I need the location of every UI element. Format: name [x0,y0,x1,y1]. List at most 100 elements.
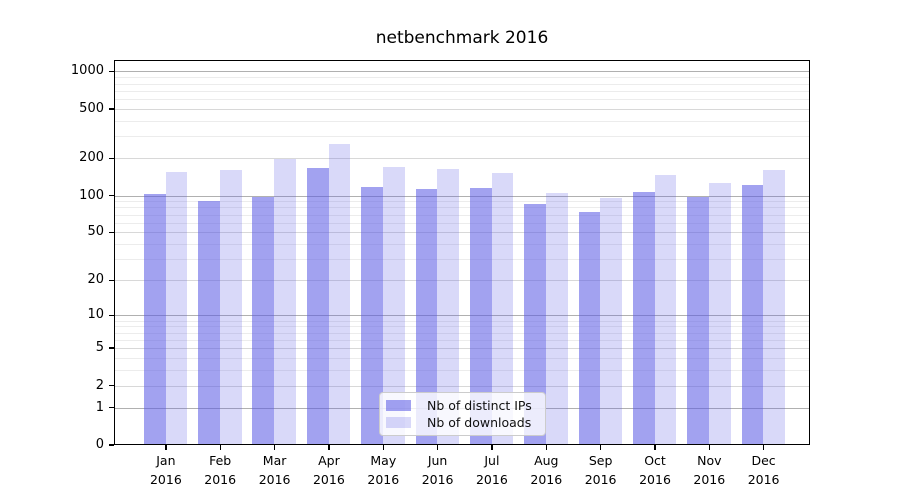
bar-ips-sep [578,211,601,445]
bar-downloads-jul [491,173,514,445]
y-gridline-minor [114,339,810,341]
y-gridline [114,108,810,110]
y-tick-label: 1000 [70,63,104,79]
y-gridline [114,348,810,350]
x-tick-label: Mar 2016 [258,453,291,487]
y-tick [108,347,114,349]
bar-ips-apr [306,168,329,445]
x-tick [165,445,167,450]
legend-label: Nb of distinct IPs [427,397,532,413]
legend-item: Nb of distinct IPs [386,398,537,413]
x-tick-label: Apr 2016 [312,453,345,487]
x-tick-label: May 2016 [367,453,400,487]
y-tick [108,406,114,409]
bar-ips-dec [741,184,764,445]
x-tick [328,445,330,450]
legend-item: Nb of downloads [386,415,537,430]
y-gridline-minor [114,326,810,328]
y-gridline [114,232,810,234]
y-gridline-minor [114,83,810,85]
y-tick [108,279,114,282]
chart-title: netbenchmark 2016 [375,28,549,48]
y-gridline-minor [114,136,810,138]
bar-downloads-aug [545,193,568,445]
y-tick [108,231,114,234]
bar-downloads-mar [274,158,297,445]
y-gridline [114,385,810,387]
bar-downloads-sep [600,198,623,445]
x-tick [273,445,276,450]
bar-ips-jan [143,193,166,445]
y-tick [108,314,114,316]
y-gridline [114,158,810,160]
y-gridline-minor [114,332,810,334]
bar-downloads-jun [437,168,460,445]
x-tick-label: Jun 2016 [421,453,454,487]
bar-ips-mar [252,197,275,445]
bar-ips-may [361,186,383,445]
y-tick-label: 2 [95,377,104,393]
y-tick [108,157,114,159]
y-gridline-minor [114,214,810,216]
y-gridline-minor [114,259,810,261]
legend-swatch-ips [386,399,411,411]
x-tick [436,445,439,450]
y-tick [108,70,114,73]
x-tick [708,445,710,450]
y-gridline-minor [114,222,810,224]
y-gridline-minor [114,358,810,359]
x-tick-label: Jan 2016 [149,453,182,487]
x-tick [654,445,656,450]
y-gridline-minor [114,201,810,203]
bar-ips-oct [632,192,655,445]
x-tick-label: Sep 2016 [584,453,617,487]
bar-ips-jul [469,188,492,445]
y-gridline-minor [114,320,810,322]
x-tick [382,445,384,450]
y-gridline-minor [114,90,810,92]
bar-ips-aug [524,203,546,445]
bar-downloads-nov [709,183,731,445]
y-gridline-minor [114,207,810,209]
x-tick-label: Dec 2016 [747,453,780,487]
y-tick-label: 10 [87,307,104,323]
legend-swatch-downloads [386,417,411,429]
y-tick [108,194,114,197]
bar-downloads-dec [763,169,786,445]
y-tick-label: 100 [79,187,104,203]
bar-ips-nov [687,196,709,445]
y-tick [108,384,114,387]
bar-ips-feb [198,200,220,445]
y-tick-label: 50 [87,224,104,240]
x-tick [545,445,547,450]
x-tick [491,445,493,450]
x-tick-label: Oct 2016 [639,453,671,487]
bar-downloads-oct [654,174,677,445]
y-gridline-major [114,315,810,317]
y-tick-label: 500 [79,100,104,116]
legend: Nb of distinct IPs Nb of downloads [379,392,546,436]
y-tick [108,108,114,110]
x-tick [219,445,221,450]
x-tick [762,445,765,450]
y-tick-label: 200 [79,150,104,166]
y-gridline [114,280,810,282]
bar-downloads-jan [165,172,188,445]
y-tick-label: 1 [95,399,104,415]
x-tick-label: Nov 2016 [693,453,726,487]
x-tick [599,445,602,450]
y-tick-label: 20 [87,272,104,288]
y-gridline-minor [114,370,810,371]
y-gridline-minor [114,120,810,122]
legend-label: Nb of downloads [427,415,532,431]
bar-downloads-may [382,167,405,445]
y-gridline-major [114,71,810,73]
y-gridline-major [114,195,810,197]
bar-downloads-apr [328,144,351,445]
y-gridline-minor [114,77,810,79]
bar-ips-jun [415,189,438,445]
bar-downloads-feb [219,169,242,445]
x-tick-label: Jul 2016 [475,453,508,487]
y-tick [108,444,114,446]
